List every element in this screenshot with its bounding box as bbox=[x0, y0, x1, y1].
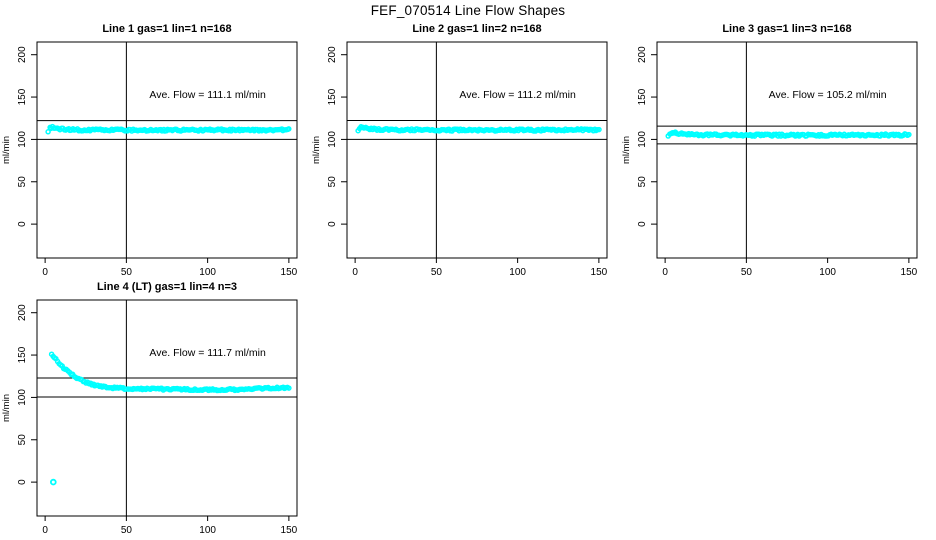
outlier-point bbox=[49, 478, 57, 486]
y-tick-label: 50 bbox=[637, 176, 648, 188]
x-tick-label: 0 bbox=[42, 525, 48, 536]
x-tick-label: 150 bbox=[901, 267, 918, 278]
ave-flow-annotation: Ave. Flow = 111.7 ml/min bbox=[149, 347, 266, 359]
y-tick-label: 150 bbox=[17, 88, 28, 105]
y-tick-label: 100 bbox=[327, 131, 338, 148]
x-tick-label: 0 bbox=[662, 267, 668, 278]
plot-line-3: Line 3 gas=1 lin=3 n=168 0 50 100 150 200 0 50 1… bbox=[621, 23, 918, 278]
y-tick-label: 200 bbox=[17, 46, 28, 63]
data-point bbox=[286, 385, 292, 391]
y-axis-label: ml/min bbox=[311, 136, 322, 164]
plot-line-2: Line 2 gas=1 lin=2 n=168 0 50 100 150 200 0 50 1… bbox=[311, 23, 608, 278]
subplot-title: Line 2 gas=1 lin=2 n=168 bbox=[412, 23, 541, 35]
y-tick-label: 100 bbox=[637, 131, 648, 148]
y-tick-label: 150 bbox=[17, 346, 28, 363]
x-tick-label: 50 bbox=[741, 267, 753, 278]
x-tick-label: 150 bbox=[281, 267, 298, 278]
data-point bbox=[286, 126, 292, 132]
data-series bbox=[665, 129, 912, 139]
plot-box bbox=[346, 41, 608, 259]
data-point bbox=[45, 129, 51, 135]
y-axis-label: ml/min bbox=[621, 136, 632, 164]
y-tick-label: 200 bbox=[327, 46, 338, 63]
plot-box bbox=[656, 41, 918, 259]
y-axis-label: ml/min bbox=[1, 136, 12, 164]
subplot-title: Line 4 (LT) gas=1 lin=4 n=3 bbox=[97, 281, 237, 293]
y-tick-label: 0 bbox=[17, 221, 28, 227]
x-tick-label: 50 bbox=[121, 525, 133, 536]
subplot-title: Line 3 gas=1 lin=3 n=168 bbox=[722, 23, 851, 35]
x-tick-label: 150 bbox=[281, 525, 298, 536]
x-tick-label: 150 bbox=[591, 267, 608, 278]
ave-flow-annotation: Ave. Flow = 105.2 ml/min bbox=[769, 89, 887, 101]
data-point bbox=[123, 386, 129, 392]
data-series bbox=[48, 351, 292, 486]
data-series bbox=[45, 123, 292, 135]
plot-box bbox=[36, 299, 298, 517]
y-tick-label: 0 bbox=[637, 221, 648, 227]
figure-title: FEF_070514 Line Flow Shapes bbox=[370, 3, 566, 18]
y-tick-label: 50 bbox=[17, 434, 28, 446]
y-axis-label: ml/min bbox=[1, 394, 12, 422]
data-series bbox=[355, 124, 602, 134]
y-tick-label: 0 bbox=[17, 479, 28, 485]
x-tick-label: 100 bbox=[199, 267, 216, 278]
data-point bbox=[906, 131, 912, 138]
y-tick-label: 50 bbox=[327, 176, 338, 188]
y-tick-label: 200 bbox=[637, 46, 648, 63]
y-tick-label: 150 bbox=[637, 88, 648, 105]
data-point bbox=[596, 126, 602, 133]
ave-flow-annotation: Ave. Flow = 111.2 ml/min bbox=[459, 89, 576, 101]
subplot-title: Line 1 gas=1 lin=1 n=168 bbox=[102, 23, 231, 35]
y-tick-label: 200 bbox=[17, 304, 28, 321]
x-tick-label: 0 bbox=[42, 267, 48, 278]
x-tick-label: 100 bbox=[509, 267, 526, 278]
y-tick-label: 150 bbox=[327, 88, 338, 105]
plot-box bbox=[36, 41, 298, 259]
x-tick-label: 50 bbox=[121, 267, 133, 278]
plot-line-4: Line 4 (LT) gas=1 lin=4 n=3 0 50 100 150 200 0… bbox=[1, 281, 298, 536]
y-tick-label: 0 bbox=[327, 221, 338, 227]
plot-line-1: Line 1 gas=1 lin=1 n=168 0 50 100 150 200 0 50 1… bbox=[1, 23, 298, 278]
x-tick-label: 0 bbox=[352, 267, 358, 278]
y-tick-label: 100 bbox=[17, 131, 28, 148]
y-tick-label: 50 bbox=[17, 176, 28, 188]
y-tick-label: 100 bbox=[17, 389, 28, 406]
x-tick-label: 100 bbox=[199, 525, 216, 536]
ave-flow-annotation: Ave. Flow = 111.1 ml/min bbox=[149, 89, 266, 101]
x-tick-label: 100 bbox=[819, 267, 836, 278]
x-tick-label: 50 bbox=[431, 267, 443, 278]
